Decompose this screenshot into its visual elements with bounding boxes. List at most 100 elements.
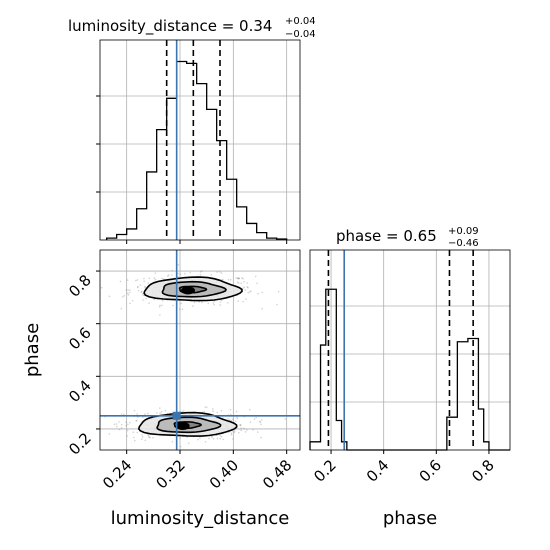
- scatter-point: [144, 439, 146, 442]
- scatter-point: [212, 410, 214, 413]
- scatter-point: [234, 430, 236, 432]
- scatter-point: [253, 418, 256, 420]
- scatter-point: [237, 277, 239, 280]
- scatter-point: [207, 302, 210, 305]
- scatter-point: [261, 419, 263, 421]
- scatter-point: [120, 413, 123, 415]
- scatter-point: [129, 289, 131, 291]
- scatter-point: [257, 292, 260, 295]
- ld-quantile-lines: [165, 40, 221, 240]
- tick-label: 0.2: [310, 456, 340, 486]
- scatter-point: [135, 279, 137, 282]
- scatter-point: [242, 277, 244, 280]
- scatter-point: [246, 282, 248, 284]
- phase-x-axis-label: phase: [383, 508, 437, 529]
- scatter-point: [250, 290, 252, 293]
- scatter-point: [153, 277, 156, 279]
- scatter-point: [184, 272, 186, 275]
- scatter-point: [129, 302, 131, 305]
- scatter-point: [143, 277, 145, 280]
- scatter-point: [245, 298, 247, 300]
- scatter-point: [100, 286, 103, 289]
- scatter-point: [238, 277, 240, 280]
- scatter-point: [144, 285, 146, 288]
- scatter-point: [141, 436, 144, 438]
- scatter-point: [179, 445, 182, 448]
- scatter-point: [179, 437, 181, 439]
- scatter-point: [136, 413, 138, 415]
- ld-title-upper-error: +0.04: [285, 16, 316, 27]
- scatter-point: [219, 437, 222, 440]
- tick-label: 0.4: [363, 456, 393, 486]
- scatter-point: [219, 434, 221, 437]
- scatter-point: [197, 438, 199, 441]
- phase-histogram-frame: [309, 249, 511, 451]
- joint-yticks: 0.2 0.4 0.6 0.8: [65, 270, 100, 459]
- joint-xticks: 0.24 0.32 0.40 0.48: [99, 450, 295, 492]
- scatter-point: [126, 279, 129, 281]
- scatter-point: [204, 441, 207, 443]
- scatter-point: [108, 433, 111, 435]
- scatter-point: [243, 286, 245, 288]
- scatter-point: [144, 286, 146, 289]
- scatter-point: [201, 270, 203, 272]
- scatter-point: [177, 272, 179, 275]
- scatter-point: [276, 303, 278, 306]
- scatter-point: [239, 424, 242, 427]
- scatter-point: [125, 424, 127, 427]
- scatter-point: [131, 299, 134, 302]
- density-peak: [181, 286, 195, 295]
- density-peak: [175, 422, 190, 430]
- scatter-point: [239, 424, 242, 426]
- scatter-point: [141, 293, 144, 295]
- scatter-point: [177, 275, 179, 278]
- tick-label: 0.48: [259, 456, 295, 492]
- scatter-point: [216, 437, 219, 440]
- ld-title-lower-error: −0.04: [285, 29, 316, 40]
- scatter-point: [144, 413, 146, 415]
- phase-quantile-lines: [327, 250, 474, 450]
- scatter-point: [213, 303, 215, 306]
- scatter-point: [113, 423, 116, 426]
- scatter-point: [133, 436, 135, 439]
- scatter-point: [128, 291, 131, 294]
- tick-label: 0.8: [65, 271, 95, 301]
- scatter-point: [247, 286, 249, 289]
- scatter-point: [229, 279, 232, 281]
- scatter-point: [229, 409, 232, 411]
- scatter-point: [236, 281, 239, 284]
- scatter-point: [161, 277, 163, 280]
- scatter-point: [259, 421, 262, 423]
- joint-contours: [137, 276, 243, 437]
- scatter-point: [148, 302, 150, 304]
- ld-histogram-frame: [99, 39, 301, 241]
- scatter-point: [239, 424, 241, 426]
- scatter-point: [242, 300, 244, 303]
- scatter-point: [256, 282, 258, 285]
- scatter-point: [243, 427, 245, 430]
- scatter-point: [216, 271, 218, 273]
- scatter-point: [181, 308, 184, 311]
- scatter-point: [257, 431, 259, 433]
- scatter-point: [216, 411, 218, 414]
- scatter-point: [118, 421, 120, 423]
- phase-histogram-steps: [309, 288, 510, 451]
- joint-panel: 0.24 0.32 0.40 0.48 0.2 0.4 0.6 0.8 luminosity…: [22, 249, 301, 529]
- scatter-point: [159, 314, 161, 316]
- scatter-point: [211, 435, 213, 438]
- scatter-point: [156, 412, 158, 414]
- tick-label: 0.6: [416, 456, 446, 486]
- scatter-point: [219, 304, 221, 306]
- scatter-point: [167, 275, 169, 277]
- scatter-point: [147, 282, 150, 284]
- scatter-point: [177, 264, 180, 266]
- scatter-point: [220, 272, 223, 274]
- scatter-point: [140, 290, 143, 293]
- scatter-point: [126, 429, 129, 432]
- scatter-point: [227, 279, 230, 281]
- scatter-point: [171, 440, 174, 443]
- scatter-point: [183, 410, 185, 412]
- scatter-point: [208, 437, 210, 440]
- scatter-point: [222, 278, 224, 281]
- scatter-point: [199, 271, 202, 273]
